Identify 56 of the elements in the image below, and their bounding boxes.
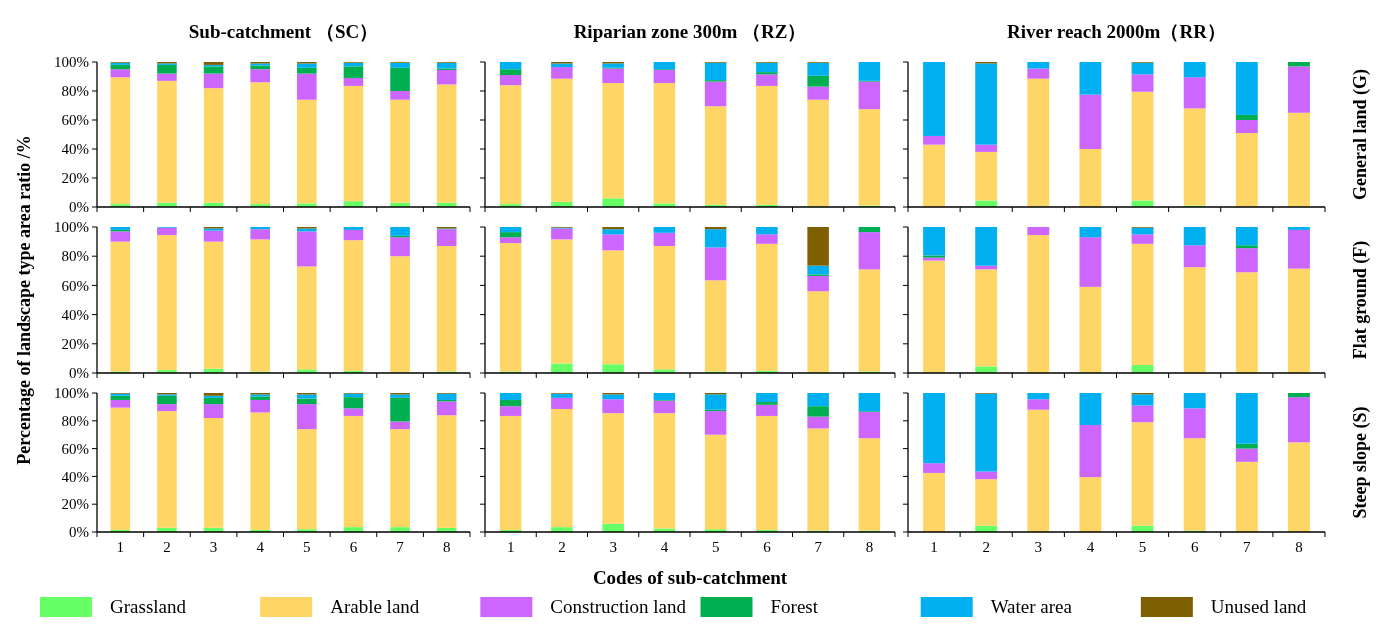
legend-label: Construction land — [550, 596, 687, 617]
x-tick-label: 7 — [396, 539, 405, 555]
chart-title: Sub-catchment （SC） — [188, 21, 379, 42]
y-tick-label: 80% — [61, 248, 89, 265]
x-tick-label: 1 — [116, 539, 125, 555]
legend-label: Water area — [990, 596, 1073, 617]
x-tick-label: 2 — [558, 539, 566, 555]
y2-axis-title: Flat ground (F) — [1350, 240, 1372, 360]
x-tick-label: 1 — [506, 539, 515, 555]
y-tick-label: 60% — [61, 277, 89, 294]
x-tick-label: 5 — [303, 539, 311, 555]
x-tick-label: 8 — [442, 539, 451, 555]
x-tick-label: 4 — [1086, 539, 1095, 555]
x-tick-label: 2 — [163, 539, 171, 555]
legend-label: Arable land — [330, 596, 420, 617]
x-tick-label: 7 — [814, 539, 823, 555]
x-tick-label: 8 — [865, 539, 874, 555]
y-tick-label: 0% — [69, 199, 89, 216]
legend-label: Grassland — [110, 596, 187, 617]
y-axis-title: Percentage of landscape type area ratio /% — [14, 135, 35, 465]
x-tick-label: 7 — [1243, 539, 1252, 555]
x-tick-label: 3 — [1034, 539, 1043, 555]
x-tick-label: 5 — [1138, 539, 1147, 555]
y-tick-label: 80% — [61, 83, 89, 100]
x-tick-label: 5 — [711, 539, 720, 555]
y-tick-label: 60% — [61, 112, 89, 129]
x-tick-label: 3 — [209, 539, 218, 555]
y2-axis-title: General land (G) — [1350, 69, 1372, 200]
chart-title: River reach 2000m（RR） — [1007, 21, 1226, 42]
y-tick-label: 80% — [61, 413, 89, 430]
y-tick-label: 100% — [54, 54, 89, 71]
x-tick-label: 3 — [609, 539, 617, 555]
x-tick-label: 4 — [256, 539, 265, 555]
x-tick-label: 6 — [1190, 539, 1199, 555]
y-tick-label: 40% — [61, 141, 89, 158]
y-tick-label: 60% — [61, 440, 89, 457]
x-tick-label: 2 — [982, 539, 990, 555]
y-tick-label: 40% — [61, 306, 89, 323]
y-tick-label: 0% — [69, 524, 89, 541]
y-tick-label: 100% — [54, 385, 89, 402]
x-tick-label: 1 — [930, 539, 938, 555]
x-tick-label: 6 — [349, 539, 358, 555]
y-tick-label: 20% — [61, 336, 89, 353]
legend-label: Forest — [770, 596, 819, 617]
y-tick-label: 40% — [61, 468, 89, 485]
y-tick-label: 20% — [61, 496, 89, 513]
y-tick-label: 100% — [54, 219, 89, 236]
y-tick-label: 20% — [61, 170, 89, 187]
chart-title: Riparian zone 300m （RZ） — [573, 21, 807, 42]
x-tick-label: 4 — [660, 539, 669, 555]
x-axis-title: Codes of sub-catchment — [592, 567, 788, 588]
x-tick-label: 8 — [1295, 539, 1303, 555]
x-tick-label: 6 — [763, 539, 772, 555]
y2-axis-title: Steep slope (S) — [1350, 406, 1372, 519]
legend-label: Unused land — [1210, 596, 1307, 617]
y-tick-label: 0% — [69, 365, 89, 382]
